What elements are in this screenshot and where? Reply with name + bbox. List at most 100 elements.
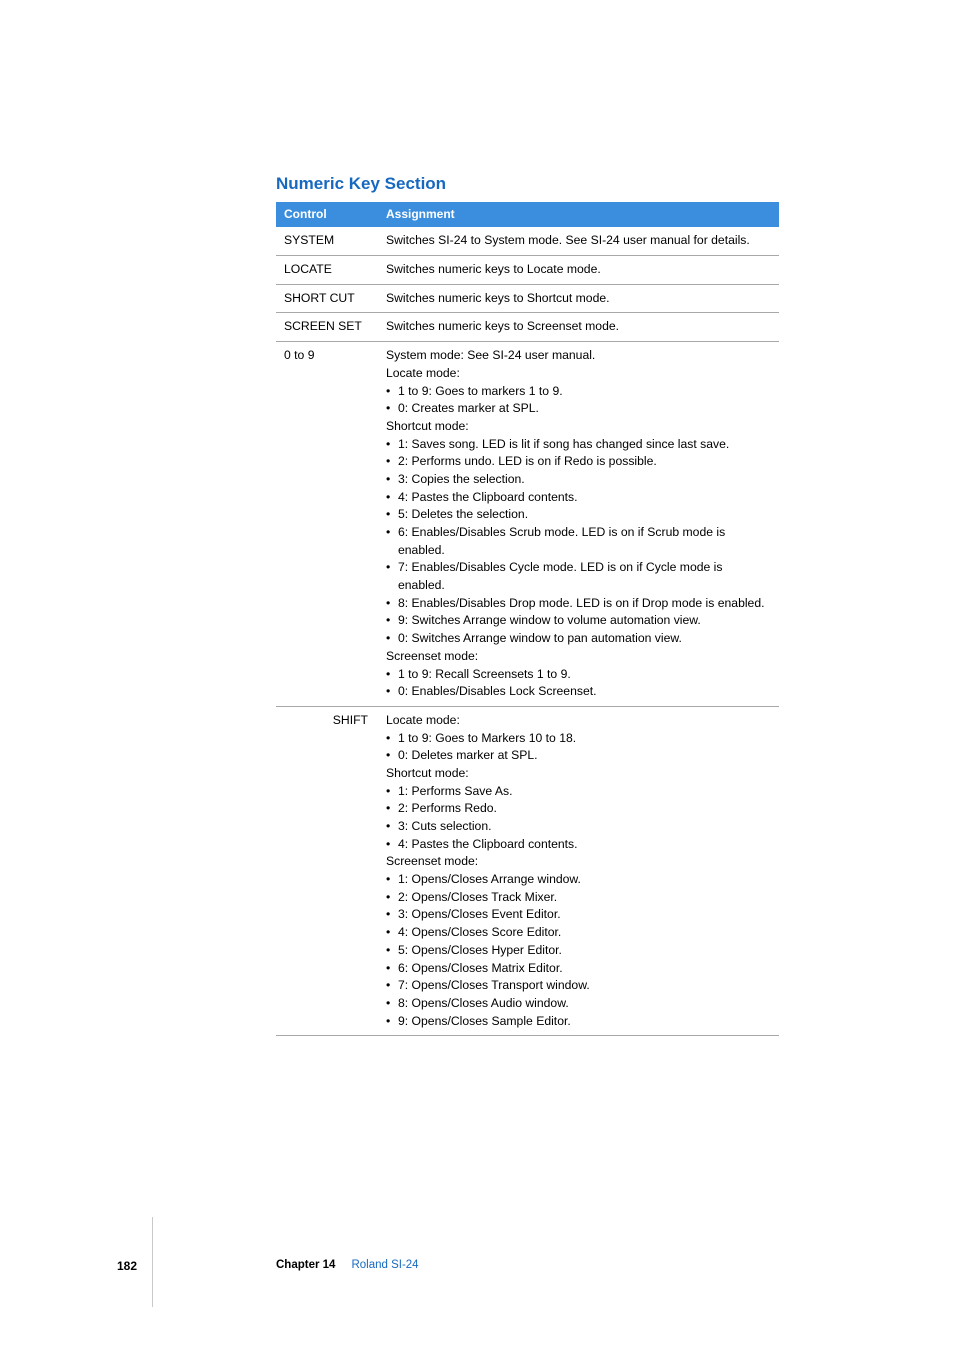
bullet-text: 5: Deletes the selection. <box>398 506 528 524</box>
control-cell: SCREEN SET <box>276 313 378 342</box>
bullet-dot-icon: • <box>386 818 398 836</box>
bullet-text: 6: Enables/Disables Scrub mode. LED is o… <box>398 524 771 559</box>
bullet-item: •1: Performs Save As. <box>386 783 771 801</box>
mode-label: Locate mode: <box>386 365 771 383</box>
bullet-item: •2: Opens/Closes Track Mixer. <box>386 889 771 907</box>
bullet-dot-icon: • <box>386 683 398 701</box>
table-header-control: Control <box>276 202 378 227</box>
bullet-text: 1: Opens/Closes Arrange window. <box>398 871 581 889</box>
bullet-text: 2: Performs undo. LED is on if Redo is p… <box>398 453 657 471</box>
bullet-text: 7: Enables/Disables Cycle mode. LED is o… <box>398 559 771 594</box>
bullet-item: •0: Deletes marker at SPL. <box>386 747 771 765</box>
bullet-text: 0: Enables/Disables Lock Screenset. <box>398 683 597 701</box>
bullet-dot-icon: • <box>386 889 398 907</box>
bullet-list: •1: Performs Save As.•2: Performs Redo.•… <box>386 783 771 854</box>
bullet-item: •2: Performs undo. LED is on if Redo is … <box>386 453 771 471</box>
bullet-dot-icon: • <box>386 942 398 960</box>
bullet-text: 8: Opens/Closes Audio window. <box>398 995 569 1013</box>
bullet-item: •1: Saves song. LED is lit if song has c… <box>386 436 771 454</box>
bullet-text: 3: Opens/Closes Event Editor. <box>398 906 561 924</box>
bullet-dot-icon: • <box>386 436 398 454</box>
bullet-list: •1 to 9: Goes to markers 1 to 9.•0: Crea… <box>386 383 771 418</box>
assignment-cell: Switches SI-24 to System mode. See SI-24… <box>378 227 779 255</box>
bullet-text: 1 to 9: Goes to markers 1 to 9. <box>398 383 563 401</box>
bullet-list: •1: Opens/Closes Arrange window.•2: Open… <box>386 871 771 1030</box>
bullet-text: 3: Copies the selection. <box>398 471 525 489</box>
bullet-list: •1 to 9: Recall Screensets 1 to 9.•0: En… <box>386 666 771 701</box>
bullet-dot-icon: • <box>386 747 398 765</box>
assignment-cell: Switches numeric keys to Locate mode. <box>378 256 779 285</box>
bullet-dot-icon: • <box>386 783 398 801</box>
bullet-text: 4: Pastes the Clipboard contents. <box>398 489 578 507</box>
bullet-list: •1: Saves song. LED is lit if song has c… <box>386 436 771 648</box>
bullet-dot-icon: • <box>386 383 398 401</box>
bullet-text: 1: Saves song. LED is lit if song has ch… <box>398 436 729 454</box>
bullet-item: •4: Pastes the Clipboard contents. <box>386 489 771 507</box>
bullet-text: 0: Creates marker at SPL. <box>398 400 539 418</box>
bullet-text: 1 to 9: Recall Screensets 1 to 9. <box>398 666 571 684</box>
bullet-dot-icon: • <box>386 836 398 854</box>
bullet-text: 9: Opens/Closes Sample Editor. <box>398 1013 571 1031</box>
bullet-dot-icon: • <box>386 595 398 613</box>
table-row: SCREEN SETSwitches numeric keys to Scree… <box>276 313 779 342</box>
bullet-dot-icon: • <box>386 630 398 648</box>
assignment-cell: Switches numeric keys to Screenset mode. <box>378 313 779 342</box>
bullet-dot-icon: • <box>386 1013 398 1031</box>
bullet-text: 2: Opens/Closes Track Mixer. <box>398 889 557 907</box>
table-row: SHORT CUTSwitches numeric keys to Shortc… <box>276 284 779 313</box>
bullet-text: 0: Deletes marker at SPL. <box>398 747 538 765</box>
footer-chapter: Chapter 14 Roland SI-24 <box>276 1259 419 1271</box>
bullet-item: •9: Switches Arrange window to volume au… <box>386 612 771 630</box>
bullet-item: •7: Opens/Closes Transport window. <box>386 977 771 995</box>
bullet-item: •4: Pastes the Clipboard contents. <box>386 836 771 854</box>
mode-label: Shortcut mode: <box>386 418 771 436</box>
bullet-item: •3: Cuts selection. <box>386 818 771 836</box>
table-row: SHIFTLocate mode:•1 to 9: Goes to Marker… <box>276 706 779 1035</box>
page-number: 182 <box>117 1259 137 1273</box>
table-header-row: Control Assignment <box>276 202 779 227</box>
mode-label: Screenset mode: <box>386 648 771 666</box>
bullet-text: 8: Enables/Disables Drop mode. LED is on… <box>398 595 765 613</box>
control-cell: 0 to 9 <box>276 342 378 707</box>
bullet-item: •6: Opens/Closes Matrix Editor. <box>386 960 771 978</box>
bullet-list: •1 to 9: Goes to Markers 10 to 18.•0: De… <box>386 730 771 765</box>
chapter-sep <box>339 1259 349 1271</box>
mode-label: Screenset mode: <box>386 853 771 871</box>
footer-divider <box>152 1217 153 1307</box>
bullet-dot-icon: • <box>386 906 398 924</box>
bullet-item: •1 to 9: Recall Screensets 1 to 9. <box>386 666 771 684</box>
bullet-dot-icon: • <box>386 924 398 942</box>
control-cell: SHORT CUT <box>276 284 378 313</box>
bullet-item: •0: Enables/Disables Lock Screenset. <box>386 683 771 701</box>
bullet-dot-icon: • <box>386 800 398 818</box>
bullet-item: •4: Opens/Closes Score Editor. <box>386 924 771 942</box>
bullet-text: 1 to 9: Goes to Markers 10 to 18. <box>398 730 576 748</box>
bullet-item: •1: Opens/Closes Arrange window. <box>386 871 771 889</box>
bullet-dot-icon: • <box>386 871 398 889</box>
table-header-assignment: Assignment <box>378 202 779 227</box>
bullet-item: •1 to 9: Goes to Markers 10 to 18. <box>386 730 771 748</box>
bullet-dot-icon: • <box>386 977 398 995</box>
section-title: Numeric Key Section <box>276 174 779 194</box>
bullet-item: •2: Performs Redo. <box>386 800 771 818</box>
table-row: SYSTEMSwitches SI-24 to System mode. See… <box>276 227 779 255</box>
bullet-dot-icon: • <box>386 960 398 978</box>
bullet-dot-icon: • <box>386 612 398 630</box>
control-cell: SHIFT <box>276 706 378 1035</box>
bullet-text: 6: Opens/Closes Matrix Editor. <box>398 960 563 978</box>
bullet-text: 1: Performs Save As. <box>398 783 512 801</box>
bullet-dot-icon: • <box>386 730 398 748</box>
bullet-text: 7: Opens/Closes Transport window. <box>398 977 590 995</box>
table-row: 0 to 9System mode: See SI-24 user manual… <box>276 342 779 707</box>
chapter-label: Chapter 14 <box>276 1259 335 1271</box>
assignment-cell: System mode: See SI-24 user manual.Locat… <box>378 342 779 707</box>
bullet-item: •7: Enables/Disables Cycle mode. LED is … <box>386 559 771 594</box>
bullet-item: •3: Copies the selection. <box>386 471 771 489</box>
bullet-text: 9: Switches Arrange window to volume aut… <box>398 612 701 630</box>
bullet-item: •9: Opens/Closes Sample Editor. <box>386 1013 771 1031</box>
bullet-dot-icon: • <box>386 506 398 524</box>
bullet-dot-icon: • <box>386 471 398 489</box>
chapter-title: Roland SI-24 <box>351 1259 418 1271</box>
bullet-text: 4: Opens/Closes Score Editor. <box>398 924 561 942</box>
bullet-item: •8: Enables/Disables Drop mode. LED is o… <box>386 595 771 613</box>
